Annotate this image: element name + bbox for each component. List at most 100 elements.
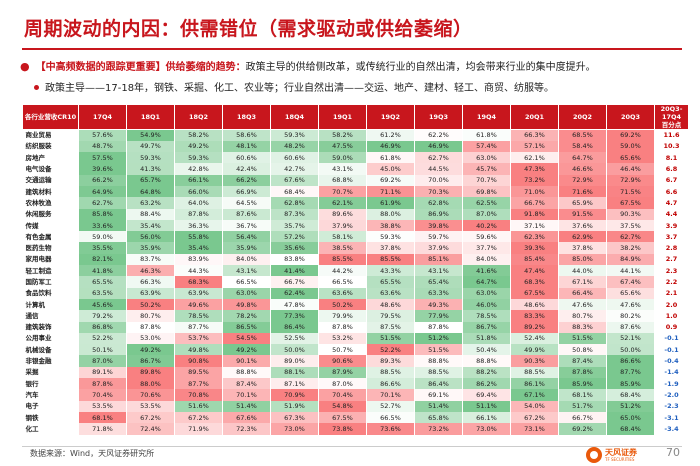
- sub-bullet-icon: [34, 84, 39, 90]
- cr10-cell: 52.2%: [366, 344, 415, 356]
- cr10-cell: 83.7%: [126, 253, 175, 266]
- cr10-cell: 51.5%: [558, 332, 607, 345]
- header-quarter: 20Q2: [558, 104, 607, 130]
- cr10-cell: 44.2%: [318, 265, 367, 277]
- logo-icon: [586, 447, 602, 463]
- table-row: 食品饮料 63.5% 63.9% 63.9% 63.0% 62.4% 63.6% 63.6% 6…: [22, 287, 689, 299]
- cr10-cell: 41.4%: [270, 265, 319, 277]
- cr10-cell: 52.1%: [606, 332, 655, 345]
- cr10-cell: 66.2%: [222, 174, 271, 186]
- cr10-cell: 42.8%: [174, 163, 223, 175]
- cr10-cell: 89.5%: [174, 366, 223, 379]
- cr10-cell: 63.5%: [78, 287, 127, 299]
- cr10-cell: 44.3%: [174, 265, 223, 277]
- cr10-cell: 37.8%: [558, 242, 607, 254]
- delta-cell: 2.2: [654, 276, 689, 288]
- cr10-cell: 90.1%: [222, 355, 271, 367]
- cr10-cell: 70.7%: [462, 174, 511, 186]
- cr10-cell: 37.8%: [366, 242, 415, 254]
- cr10-cell: 73.1%: [510, 423, 559, 435]
- cr10-cell: 52.5%: [270, 332, 319, 345]
- industry-name: 建筑装饰: [22, 321, 79, 333]
- cr10-cell: 70.4%: [78, 389, 127, 401]
- cr10-cell: 84.0%: [462, 253, 511, 266]
- cr10-cell: 87.8%: [174, 208, 223, 220]
- table-row: 计算机 45.6% 50.2% 49.6% 49.8% 47.8% 50.2% 48.6% 49…: [22, 298, 689, 311]
- cr10-cell: 87.0%: [318, 378, 367, 390]
- cr10-cell: 45.0%: [366, 163, 415, 175]
- industry-name: 农林牧渔: [22, 197, 79, 209]
- cr10-cell: 88.8%: [222, 366, 271, 379]
- cr10-cell: 54.0%: [510, 400, 559, 412]
- industry-name: 电气设备: [22, 163, 79, 175]
- cr10-cell: 51.4%: [222, 400, 271, 412]
- cr10-cell: 66.3%: [510, 129, 559, 141]
- header-quarter: 18Q3: [222, 104, 271, 130]
- cr10-cell: 46.6%: [558, 163, 607, 175]
- cr10-cell: 46.9%: [414, 140, 463, 153]
- cr10-cell: 87.9%: [318, 366, 367, 379]
- cr10-cell: 90.3%: [606, 208, 655, 220]
- cr10-cell: 37.6%: [558, 219, 607, 232]
- cr10-cell: 71.0%: [510, 185, 559, 198]
- industry-name: 电子: [22, 400, 79, 412]
- cr10-cell: 47.6%: [558, 298, 607, 311]
- table-row: 房地产 57.5% 59.3% 59.3% 60.6% 60.6% 59.0% 61.8% 62…: [22, 152, 689, 164]
- table-row: 通信 79.2% 80.7% 78.5% 78.2% 77.3% 79.9% 79.5% 77.…: [22, 310, 689, 322]
- cr10-cell: 35.9%: [126, 242, 175, 254]
- cr10-cell: 83.8%: [270, 253, 319, 266]
- cr10-cell: 44.0%: [558, 265, 607, 277]
- main-bullet: ● 【中高频数据的跟踪更重要】供给萎缩的趋势：政策主导的供给侧改革，或传统行业的自…: [20, 60, 690, 75]
- cr10-cell: 66.0%: [174, 185, 223, 198]
- cr10-cell: 87.5%: [366, 321, 415, 333]
- industry-name: 计算机: [22, 298, 79, 311]
- cr10-cell: 35.6%: [270, 242, 319, 254]
- cr10-cell: 58.2%: [174, 129, 223, 141]
- cr10-cell: 58.1%: [318, 231, 367, 243]
- cr10-cell: 43.3%: [366, 265, 415, 277]
- cr10-cell: 53.5%: [126, 400, 175, 412]
- cr10-cell: 51.5%: [414, 344, 463, 356]
- header-quarter: 19Q4: [462, 104, 511, 130]
- page-title: 周期波动的内因：供需错位（需求驱动或供给萎缩）: [24, 18, 473, 40]
- cr10-cell: 60.6%: [222, 152, 271, 164]
- cr10-cell: 79.5%: [366, 310, 415, 322]
- cr10-cell: 72.9%: [606, 174, 655, 186]
- delta-cell: 3.9: [654, 219, 689, 232]
- cr10-cell: 65.8%: [414, 411, 463, 424]
- delta-cell: -0.1: [654, 332, 689, 345]
- cr10-cell: 33.6%: [78, 219, 127, 232]
- cr10-cell: 62.3%: [510, 231, 559, 243]
- cr10-cell: 47.6%: [606, 298, 655, 311]
- cr10-cell: 67.6%: [222, 411, 271, 424]
- delta-cell: -0.1: [654, 344, 689, 356]
- table-row: 非银金融 87.0% 86.7% 90.8% 90.1% 89.0% 90.6% 89.3% 8…: [22, 355, 689, 367]
- cr10-cell: 37.1%: [510, 219, 559, 232]
- cr10-cell: 65.6%: [606, 287, 655, 299]
- sub-bullet: 政策主导——17-18年，钢铁、采掘、化工、农业等；行业自然出清——交运、地产、…: [34, 82, 554, 96]
- cr10-cell: 70.6%: [126, 389, 175, 401]
- industry-name: 银行: [22, 378, 79, 390]
- cr10-cell: 41.6%: [462, 265, 511, 277]
- table-row: 电气设备 39.6% 41.3% 42.8% 42.4% 42.7% 43.1% 45.0% 4…: [22, 163, 689, 175]
- cr10-cell: 43.1%: [222, 265, 271, 277]
- cr10-cell: 69.2%: [558, 423, 607, 435]
- cr10-cell: 88.1%: [270, 366, 319, 379]
- cr10-cell: 62.1%: [318, 197, 367, 209]
- cr10-cell: 35.4%: [174, 242, 223, 254]
- delta-cell: 6.7: [654, 174, 689, 186]
- table-row: 建筑装饰 86.8% 87.8% 87.7% 86.5% 86.4% 87.8% 87.5% 8…: [22, 321, 689, 333]
- cr10-cell: 39.6%: [78, 163, 127, 175]
- cr10-cell: 38.2%: [606, 242, 655, 254]
- industry-name: 汽车: [22, 389, 79, 401]
- cr10-cell: 80.2%: [606, 310, 655, 322]
- cr10-cell: 66.5%: [366, 411, 415, 424]
- cr10-cell: 62.7%: [78, 197, 127, 209]
- cr10-cell: 87.7%: [174, 378, 223, 390]
- cr10-cell: 89.0%: [270, 355, 319, 367]
- bullet-lead: 【中高频数据的跟踪更重要】供给萎缩的趋势：: [35, 62, 246, 73]
- table-row: 建筑材料 64.9% 64.8% 66.0% 66.9% 68.4% 70.7% 71.1% 7…: [22, 185, 689, 198]
- cr10-cell: 68.4%: [270, 185, 319, 198]
- cr10-cell: 72.4%: [126, 423, 175, 435]
- cr10-cell: 71.6%: [558, 185, 607, 198]
